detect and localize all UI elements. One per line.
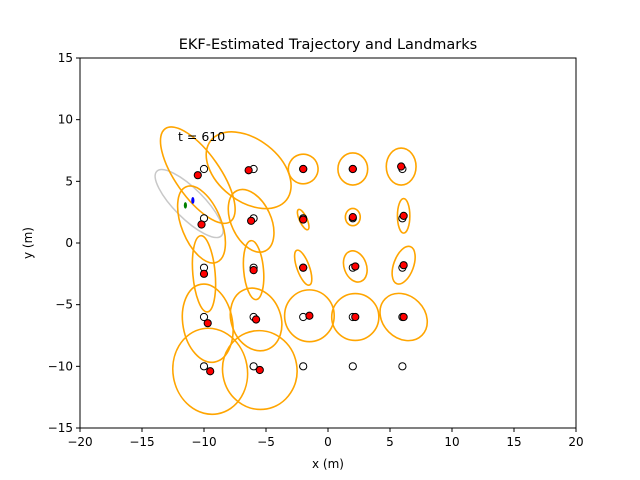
landmark-covariance-ellipse-6 [227,188,275,253]
estimated-landmark-point-15 [203,319,212,328]
estimated-landmark-point-14 [399,261,408,270]
estimated-landmark-point-2 [299,164,308,174]
x-tick-label-6: 10 [444,435,459,449]
time-annotation: t = 610 [178,129,225,144]
estimated-landmark-point-16 [251,315,261,324]
y-tick-label-1: −10 [48,359,73,373]
x-tick-label-2: −10 [191,435,216,449]
x-tick-label-0: −20 [67,435,92,449]
estimated-landmark-point-17 [305,311,314,320]
landmark-covariance-ellipse-14 [391,245,416,285]
chart-title: EKF-Estimated Trajectory and Landmarks [179,37,477,53]
landmark-covariance-ellipse-2 [287,153,319,185]
estimated-landmark-point-5 [197,220,206,229]
estimated-landmark-point-10 [199,269,209,278]
landmark-covariance-ellipse-17 [283,289,336,343]
estimated-landmark-point-18 [351,312,360,322]
landmark-covariance-ellipse-18 [330,292,380,342]
x-axis: −20 −15 −10 −5 0 5 10 15 20 [67,428,584,449]
x-tick-label-5: 5 [386,435,394,449]
robot-heading-marker [191,197,195,204]
y-axis-label: y (m) [21,227,35,259]
estimated-landmark-point-3 [348,164,357,174]
y-tick-label-4: 5 [65,174,73,188]
x-tick-label-4: 0 [324,435,332,449]
y-tick-label-5: 10 [58,113,73,127]
estimated-landmark-point-4 [397,162,406,171]
landmark-covariance-ellipse-8 [344,207,362,227]
estimated-landmark-point-21 [255,365,264,375]
true-landmark-point-21 [249,362,258,371]
estimated-landmark-point-1 [244,166,253,175]
landmark-covariance-ellipse-11 [242,239,265,301]
landmark-covariance-ellipse-12 [293,249,313,286]
landmark-covariance-ellipse-19 [379,292,429,342]
y-tick-label-0: −15 [48,421,73,435]
x-tick-label-8: 20 [568,435,583,449]
landmark-covariance-ellipse-9 [396,197,411,234]
x-tick-label-1: −15 [129,435,154,449]
estimated-landmark-point-0 [193,171,202,180]
true-landmark-point-22 [299,362,308,371]
robot-position-marker [183,202,187,209]
landmark-covariance-ellipse-20 [172,327,249,416]
x-axis-label: x (m) [312,457,344,471]
y-axis: −15 −10 −5 0 5 10 15 [48,51,80,435]
true-landmark-point-15 [199,312,209,322]
landmark-covariance-ellipse-21 [221,329,298,411]
landmark-covariance-ellipse-13 [342,250,368,283]
true-landmark-point-0 [199,164,209,174]
plot-area [154,126,429,416]
y-tick-label-3: 0 [65,236,73,250]
x-tick-label-7: 15 [506,435,521,449]
estimated-landmark-point-7 [299,215,308,224]
estimated-landmark-point-8 [348,213,357,222]
x-tick-label-3: −5 [257,435,275,449]
y-tick-label-2: −5 [55,298,73,312]
estimated-landmark-point-19 [399,312,408,322]
landmark-covariance-ellipse-5 [176,185,227,264]
true-landmark-point-23 [348,362,357,371]
landmark-covariance-ellipse-16 [229,287,283,352]
estimated-landmark-point-9 [399,211,408,220]
landmark-covariance-ellipse-15 [181,283,234,364]
true-landmark-point-24 [398,362,407,371]
y-tick-label-6: 15 [58,51,73,65]
estimated-landmark-point-20 [206,367,215,376]
landmark-covariance-ellipse-1 [205,131,292,210]
landmark-covariance-ellipse-10 [191,234,217,313]
landmark-covariance-ellipse-3 [337,152,369,186]
estimated-landmark-point-6 [247,216,256,225]
estimated-landmark-point-13 [351,262,360,271]
landmark-covariance-ellipse-4 [385,147,417,186]
estimated-landmark-point-12 [299,263,308,272]
estimated-landmark-point-11 [249,266,258,275]
true-landmark-point-20 [199,362,209,371]
